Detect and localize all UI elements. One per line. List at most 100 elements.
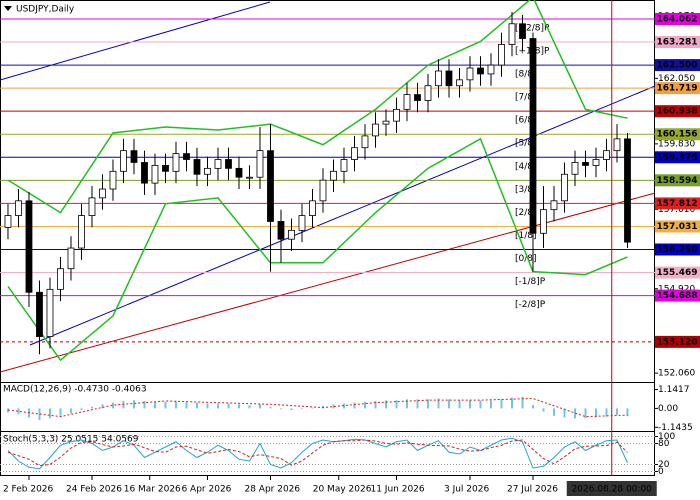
candle-body xyxy=(445,70,453,87)
price-box-label: 157.031 xyxy=(657,222,698,232)
candle-body xyxy=(172,153,180,172)
stoch-line xyxy=(7,437,628,470)
level-name: [-1/8]P xyxy=(515,277,546,287)
candle-body xyxy=(25,200,33,293)
candle-body xyxy=(267,150,274,222)
frame xyxy=(0,0,655,476)
y-tick-label: 80 xyxy=(658,439,670,449)
bollinger-band xyxy=(7,0,628,214)
y-tick-label: 162.050 xyxy=(658,74,695,84)
level-name: [0/8] xyxy=(515,254,537,264)
date-marker-box xyxy=(566,481,657,496)
level-name: [5/8] xyxy=(515,139,537,149)
candle-body xyxy=(403,94,411,110)
candle-body xyxy=(508,23,516,45)
trend-line xyxy=(29,85,656,346)
candle-body xyxy=(435,70,442,87)
price-box xyxy=(655,12,700,25)
price-box-label: 161.719 xyxy=(657,84,698,94)
candle-body xyxy=(162,165,169,172)
candle-body xyxy=(361,135,369,149)
candle-body xyxy=(309,200,316,216)
price-box xyxy=(655,151,700,164)
candle-body xyxy=(288,229,295,240)
stoch-title: Stoch(5,3,3) 25.0515 54.0569 xyxy=(3,435,139,445)
x-tick-label: 6 Apr 2026 xyxy=(181,485,231,495)
candle-body xyxy=(88,197,96,216)
candle-body xyxy=(414,94,421,101)
y-tick-label: 0.00 xyxy=(658,404,678,414)
level-name: [1/8] xyxy=(515,231,537,241)
x-tick-label: 28 Apr 2026 xyxy=(244,485,300,495)
candle-body xyxy=(246,176,253,179)
chart-title: USDJPY,Daily xyxy=(16,5,75,15)
price-box xyxy=(655,220,700,233)
price-box-label: 158.594 xyxy=(657,176,698,186)
candle-body xyxy=(550,200,558,211)
candle-body xyxy=(571,162,579,175)
macd-title: MACD(12,26,9) -0.4730 -0.4063 xyxy=(3,385,147,395)
price-box xyxy=(655,82,700,95)
price-box xyxy=(655,105,700,118)
y-tick-label: 157.610 xyxy=(658,205,695,215)
x-tick-label: 24 Feb 2026 xyxy=(66,485,122,495)
y-tick-label: 1.1417 xyxy=(658,385,690,395)
price-box-label: 164.062 xyxy=(657,14,698,24)
candle-body xyxy=(130,150,138,163)
candle-body xyxy=(393,108,400,122)
price-box xyxy=(655,174,700,187)
x-tick-label: 16 Mar 2026 xyxy=(124,485,181,495)
title-icon xyxy=(4,6,12,11)
x-tick-label: 27 Jul 2026 xyxy=(507,485,558,495)
price-box xyxy=(655,266,700,279)
candle-body xyxy=(204,167,211,175)
candle-body xyxy=(141,162,148,184)
date-marker-label: 2026.08.28 00:00 xyxy=(572,485,653,495)
candle-body xyxy=(540,209,547,234)
candle-body xyxy=(477,67,484,75)
candle-body xyxy=(78,215,85,249)
candle-body xyxy=(4,215,12,228)
candle-body xyxy=(57,268,64,290)
price-box-label: 160.156 xyxy=(657,130,698,140)
candle-body xyxy=(624,138,631,243)
trend-line xyxy=(0,1,271,81)
candle-body xyxy=(466,67,474,81)
candle-body xyxy=(519,23,526,39)
candle-body xyxy=(120,150,127,172)
stoch-line xyxy=(7,439,628,467)
level-name: [2/8] xyxy=(515,208,537,218)
price-box-label: 160.938 xyxy=(657,107,698,117)
candle-body xyxy=(498,44,505,66)
x-tick-label: 11 Jun 2026 xyxy=(370,485,424,495)
candle-body xyxy=(214,159,222,169)
level-name: [6/8] xyxy=(515,116,537,126)
candle-body xyxy=(424,85,432,101)
candle-body xyxy=(351,147,358,160)
candle-body xyxy=(225,159,232,169)
level-name: [7/8] xyxy=(515,93,537,103)
level-name: [4/8] xyxy=(515,162,537,172)
price-box xyxy=(655,289,700,302)
candle-body xyxy=(603,150,610,160)
macd-signal xyxy=(7,397,628,418)
candle-body xyxy=(592,159,600,166)
candle-body xyxy=(256,150,264,178)
candle-body xyxy=(109,170,117,190)
price-box xyxy=(655,197,700,210)
y-tick-label: 154.920 xyxy=(658,284,695,294)
y-tick-label: 159.830 xyxy=(658,139,695,149)
candle-body xyxy=(456,79,463,87)
price-box xyxy=(655,335,700,348)
price-box-label: 162.500 xyxy=(657,61,698,71)
y-tick-label: -1.1435 xyxy=(658,423,693,433)
candle-body xyxy=(36,291,43,337)
candle-body xyxy=(613,138,621,152)
price-box-label: 155.469 xyxy=(657,268,698,278)
candle-body xyxy=(298,215,306,231)
price-box xyxy=(655,243,700,256)
price-box xyxy=(655,128,700,141)
candle-body xyxy=(529,38,537,234)
x-tick-label: 20 May 2026 xyxy=(313,485,372,495)
